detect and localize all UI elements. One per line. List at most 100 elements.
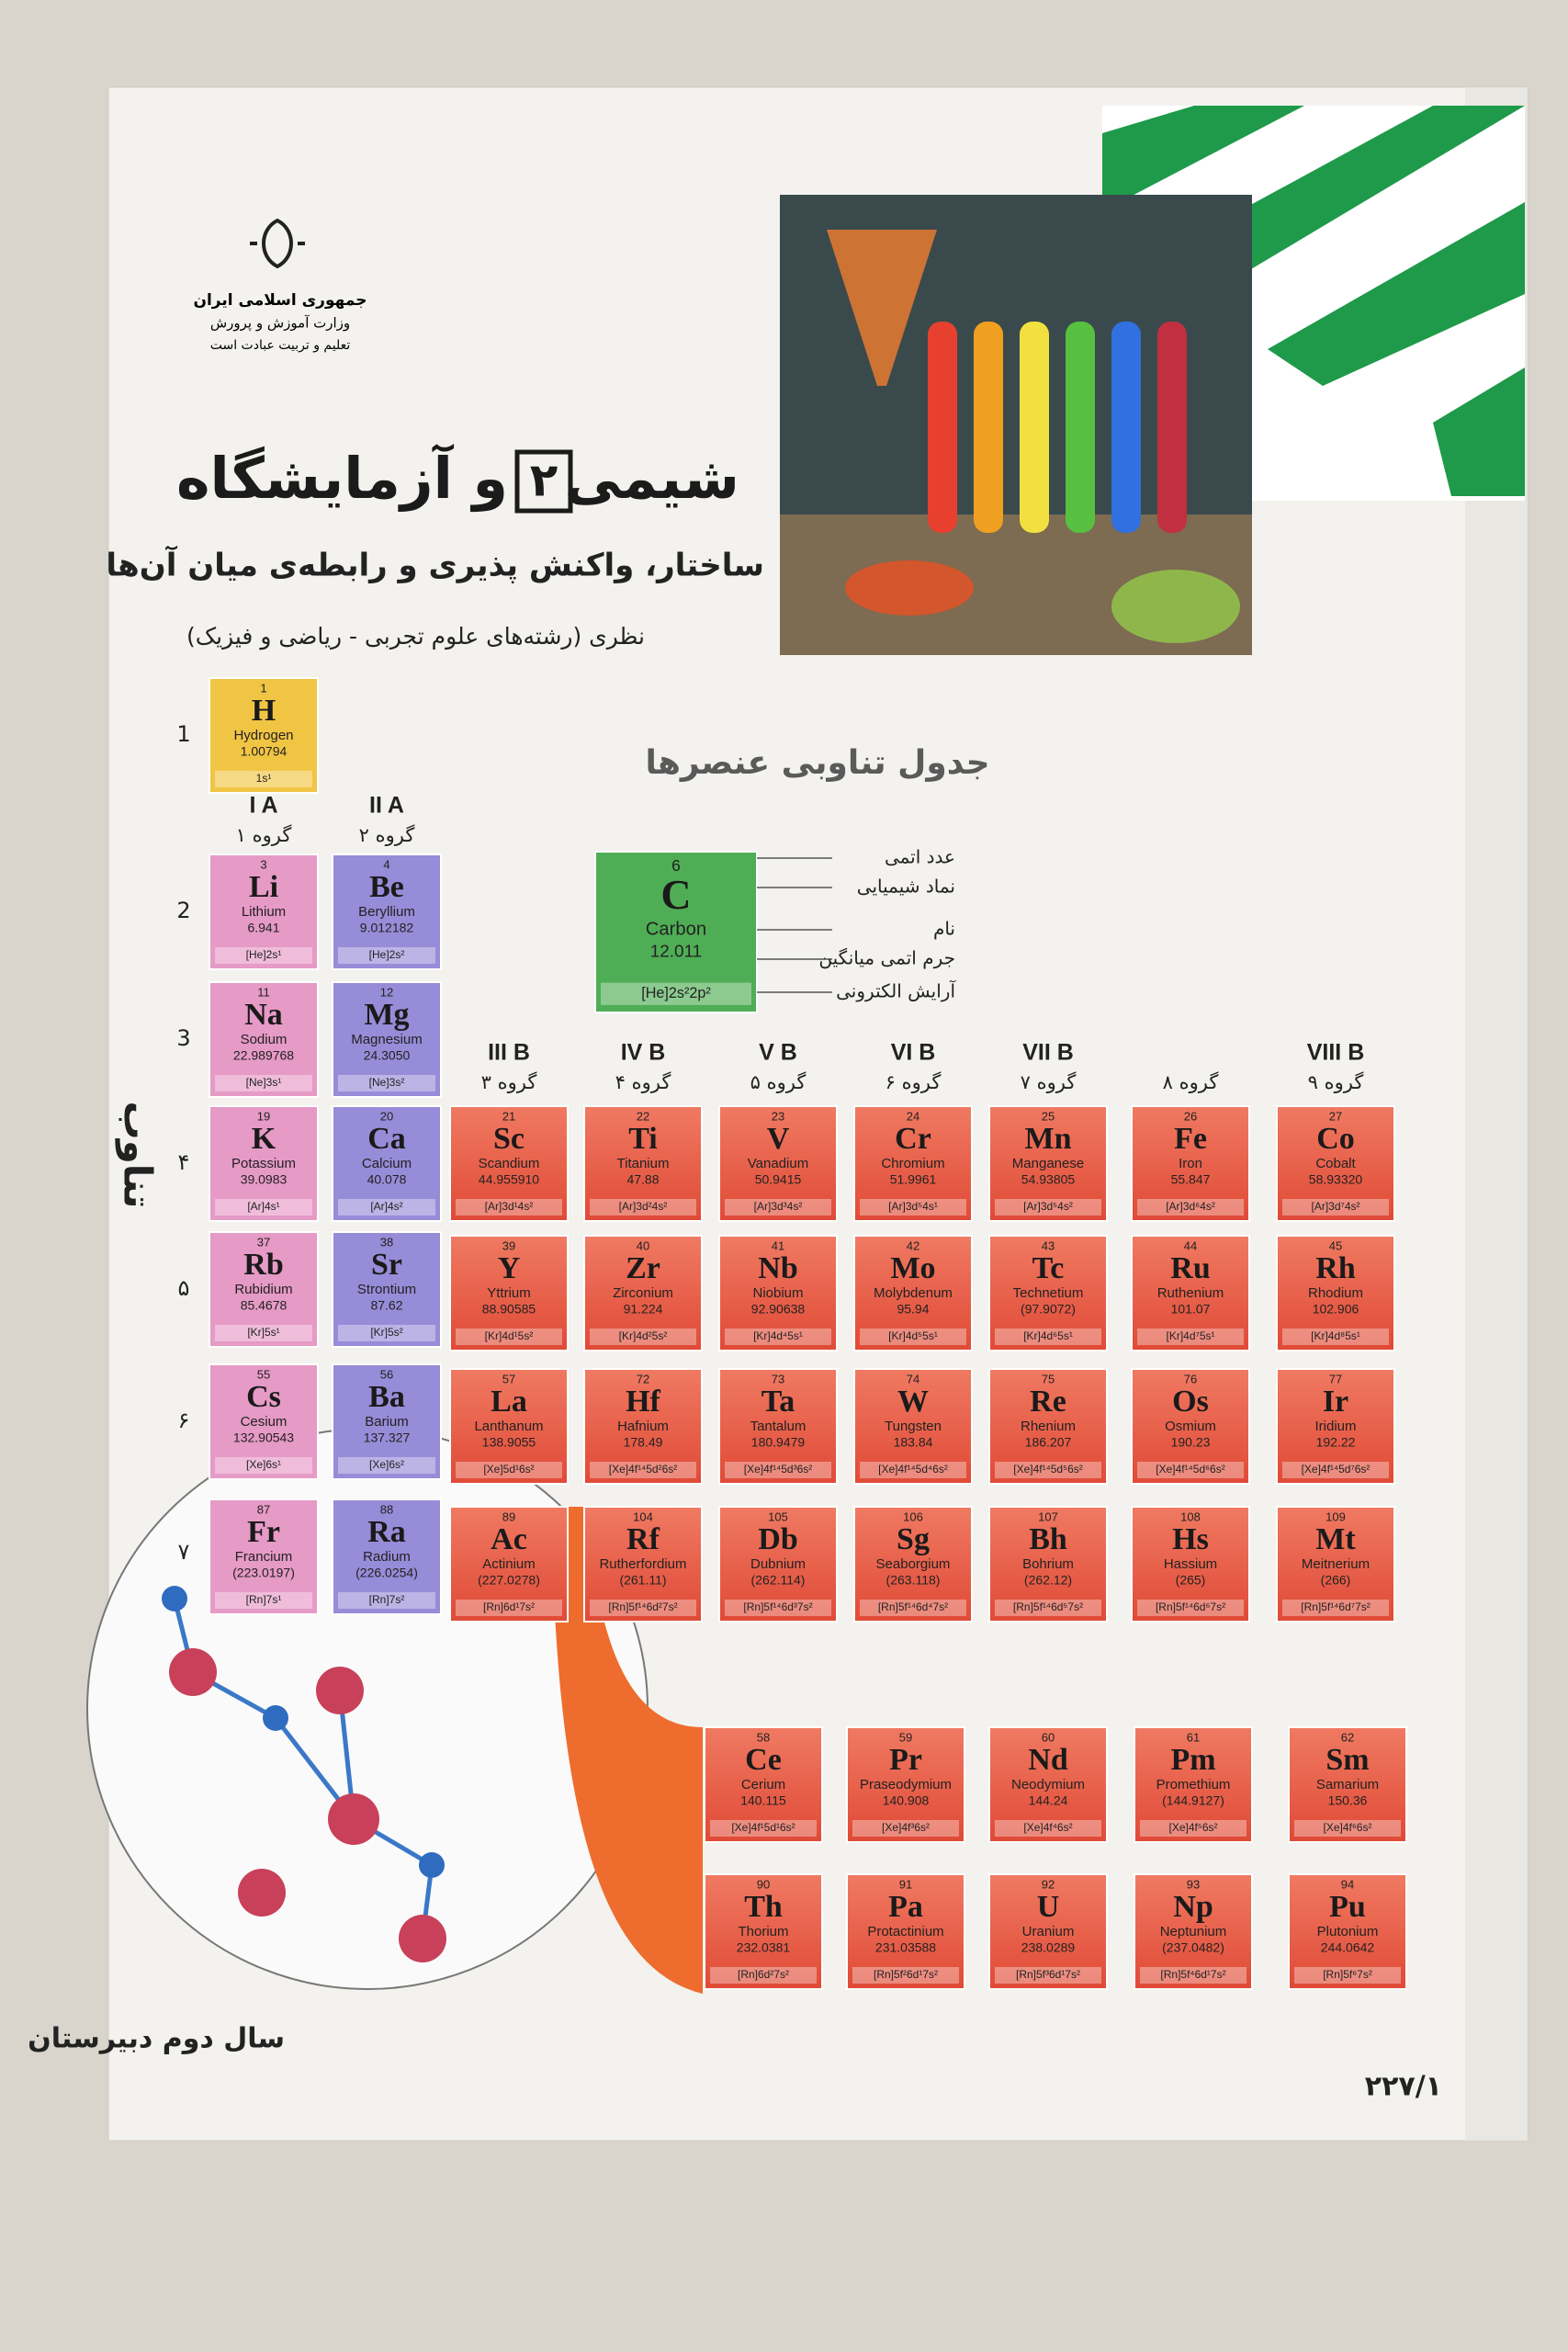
element-name: Protactinium bbox=[867, 1924, 943, 1939]
cell-bg bbox=[1276, 1506, 1395, 1623]
element-name: Strontium bbox=[357, 1282, 416, 1297]
period-label: ۴ bbox=[178, 1149, 190, 1175]
atomic-mass: 24.3050 bbox=[364, 1048, 411, 1063]
period-label: ۷ bbox=[178, 1539, 190, 1565]
symbol: Np bbox=[1173, 1890, 1213, 1924]
symbol: W bbox=[897, 1385, 929, 1419]
element-name: Samarium bbox=[1316, 1777, 1379, 1792]
electron-config: [Rn]5f³6d¹7s² bbox=[1016, 1968, 1080, 1981]
element-name: Neodymium bbox=[1011, 1777, 1085, 1792]
group-name: گروه ۹ bbox=[1308, 1071, 1364, 1093]
config-bg bbox=[456, 1462, 562, 1478]
cell-bg bbox=[1131, 1368, 1250, 1485]
symbol: Nd bbox=[1028, 1743, 1068, 1777]
atomic-mass: (226.0254) bbox=[355, 1566, 418, 1580]
atomic-mass: 183.84 bbox=[894, 1435, 933, 1450]
config-bg bbox=[852, 1820, 959, 1837]
atom bbox=[162, 1586, 187, 1611]
element-name: Dubnium bbox=[750, 1556, 806, 1572]
atomic-number: 61 bbox=[1187, 1730, 1200, 1744]
cell-bg bbox=[1276, 1105, 1395, 1222]
symbol: Zr bbox=[626, 1251, 660, 1285]
atomic-mass: 137.327 bbox=[364, 1430, 411, 1445]
element-name: Francium bbox=[235, 1549, 293, 1565]
cell-bg bbox=[583, 1506, 703, 1623]
atomic-number: 87 bbox=[257, 1502, 270, 1516]
emblem-line: جمهوری اسلامی ایران bbox=[193, 291, 367, 310]
symbol: Mn bbox=[1025, 1122, 1072, 1156]
atomic-number: 73 bbox=[772, 1372, 784, 1385]
electron-config: [Xe]4f⁶6s² bbox=[1324, 1821, 1372, 1834]
atomic-mass: (227.0278) bbox=[478, 1573, 540, 1588]
symbol: Mt bbox=[1315, 1522, 1356, 1556]
electron-config: [Kr]4d²5s² bbox=[619, 1329, 668, 1342]
electron-config: [Rn]5f⁴6d¹7s² bbox=[1160, 1968, 1225, 1981]
electron-config: [Xe]4f⁵6s² bbox=[1169, 1821, 1218, 1834]
element-name: Promethium bbox=[1156, 1777, 1231, 1792]
group-roman: III B bbox=[488, 1040, 530, 1066]
group-roman: VIII B bbox=[1307, 1040, 1365, 1066]
atom bbox=[419, 1852, 445, 1878]
config-bg bbox=[1282, 1329, 1389, 1345]
symbol: Sm bbox=[1325, 1743, 1369, 1777]
electron-config: [Ar]3d⁵4s¹ bbox=[888, 1200, 938, 1213]
config-bg bbox=[995, 1967, 1101, 1984]
element-name: Beryllium bbox=[358, 904, 415, 920]
table-title: جدول تناوبی عنصرها bbox=[645, 744, 989, 782]
electron-config: [Rn]7s¹ bbox=[246, 1593, 282, 1606]
symbol: Bh bbox=[1029, 1522, 1067, 1556]
stripe bbox=[1268, 202, 1525, 386]
group-name: گروه ۷ bbox=[1021, 1071, 1077, 1093]
electron-config: [Ar]4s¹ bbox=[247, 1200, 279, 1213]
legend-label: جرم اتمی میانگین bbox=[818, 947, 955, 969]
atomic-mass: 138.9055 bbox=[482, 1435, 536, 1450]
atomic-mass: (223.0197) bbox=[232, 1566, 295, 1580]
config-bg bbox=[338, 1457, 435, 1474]
element-name: Lithium bbox=[242, 904, 286, 920]
atomic-mass: (266) bbox=[1321, 1573, 1351, 1588]
config-bg bbox=[1137, 1329, 1244, 1345]
cell-bg bbox=[332, 854, 442, 970]
period-label: ۶ bbox=[178, 1408, 190, 1433]
test-tube bbox=[928, 322, 957, 533]
config-bg bbox=[995, 1820, 1101, 1837]
period-axis-label: تناوب bbox=[115, 1102, 161, 1209]
element-name: Zirconium bbox=[613, 1285, 673, 1301]
config-bg bbox=[710, 1820, 817, 1837]
atomic-number: 105 bbox=[768, 1510, 788, 1523]
atomic-number: 90 bbox=[757, 1877, 770, 1891]
atomic-mass: (261.11) bbox=[619, 1573, 666, 1588]
cell-bg bbox=[1288, 1873, 1407, 1990]
config-bg bbox=[338, 1592, 435, 1609]
atomic-number: 4 bbox=[383, 857, 389, 871]
element-name: Meitnerium bbox=[1302, 1556, 1370, 1572]
atomic-mass: 55.847 bbox=[1171, 1172, 1211, 1187]
element-name: Osmium bbox=[1165, 1419, 1216, 1434]
atomic-number: 60 bbox=[1042, 1730, 1055, 1744]
powder-dish bbox=[845, 560, 974, 616]
atomic-number: 23 bbox=[772, 1109, 784, 1123]
electron-config: [Rn]5f¹⁴6d⁵7s² bbox=[1013, 1600, 1083, 1613]
cell-bg bbox=[594, 851, 758, 1013]
symbol: Rh bbox=[1315, 1251, 1356, 1285]
cell-bg bbox=[718, 1506, 838, 1623]
atomic-mass: 140.908 bbox=[883, 1793, 930, 1808]
atomic-number: 27 bbox=[1329, 1109, 1342, 1123]
cell-bg bbox=[583, 1235, 703, 1351]
emblem-symbol bbox=[250, 218, 305, 269]
atomic-number: 75 bbox=[1042, 1372, 1055, 1385]
cell-bg bbox=[1131, 1235, 1250, 1351]
cell-bg bbox=[853, 1368, 973, 1485]
electron-config: [Kr]5s¹ bbox=[247, 1326, 279, 1339]
symbol: Be bbox=[369, 870, 404, 904]
